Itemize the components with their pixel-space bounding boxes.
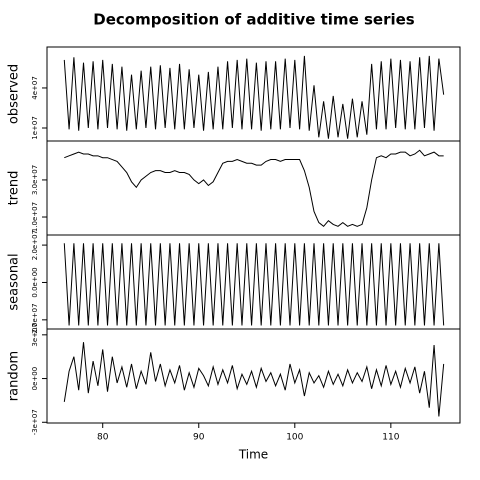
y-tick-label: 3.0e+07 — [31, 165, 39, 195]
y-tick-label: 0.0e+00 — [31, 267, 39, 297]
x-axis-label: Time — [238, 448, 268, 462]
x-tick-label: 110 — [382, 433, 399, 443]
series-line — [63, 342, 445, 417]
panel-frame — [46, 328, 461, 424]
y-tick-label: 1.0e+07 — [31, 202, 39, 232]
series-line — [63, 55, 445, 139]
y-tick-label: 3e+07 — [31, 323, 39, 347]
x-tick-label: 100 — [286, 433, 303, 443]
y-axis-label: random — [7, 351, 22, 401]
series-line — [64, 149, 444, 227]
chart-title: Decomposition of additive time series — [93, 11, 415, 29]
y-tick-label: 1e+07 — [31, 116, 39, 140]
y-axis-label: seasonal — [7, 253, 22, 310]
y-tick-label: -3e+07 — [31, 409, 39, 435]
y-tick-label: 2.0e+07 — [31, 230, 39, 260]
y-axis-label: observed — [7, 64, 22, 124]
y-axis-label: trend — [7, 171, 22, 206]
x-tick-label: 90 — [193, 433, 205, 443]
y-tick-label: 4e+07 — [31, 76, 39, 100]
y-tick-label: -2.0e+07 — [31, 303, 39, 336]
series-line — [63, 243, 445, 326]
x-tick-label: 80 — [97, 433, 109, 443]
y-tick-label: 0e+00 — [31, 367, 39, 391]
